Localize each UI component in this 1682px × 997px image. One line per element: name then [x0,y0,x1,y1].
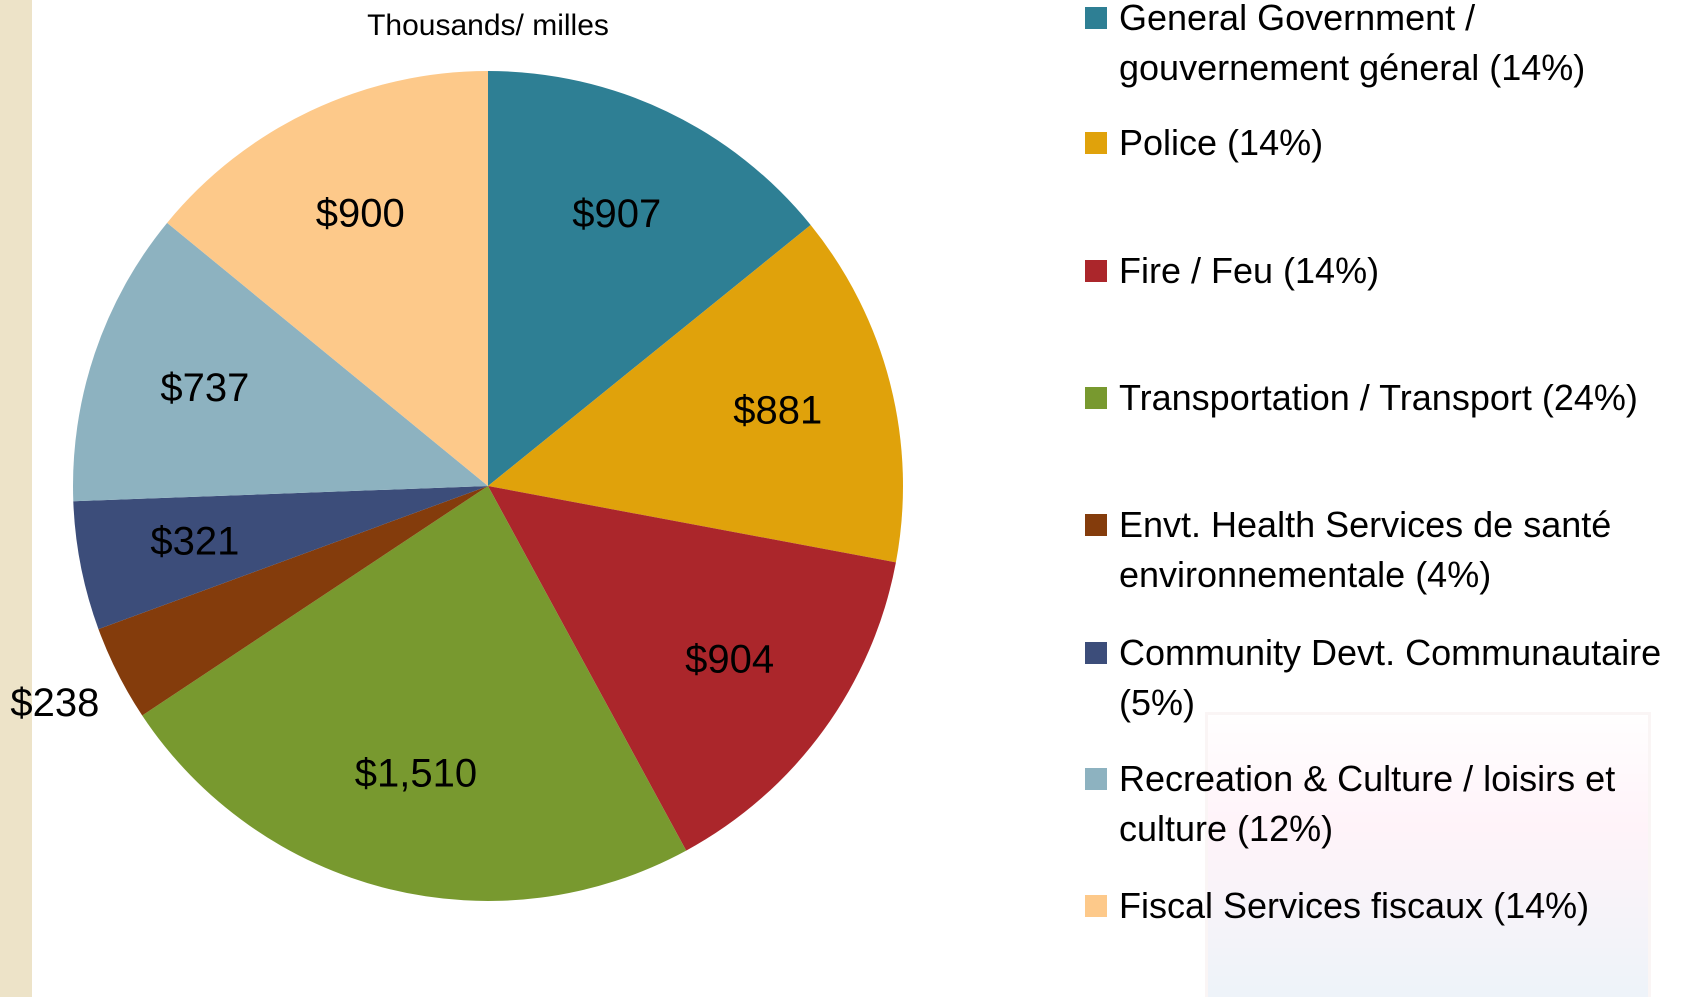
legend-swatch [1085,387,1107,409]
legend-label: Transportation / Transport (24%) [1119,377,1638,418]
legend-label: Police (14%) [1119,122,1324,163]
legend-label: Fire / Feu (14%) [1119,250,1380,291]
pie-slice [73,222,488,502]
legend-item: Transportation / Transport (24%) [1085,373,1675,423]
legend-swatch [1085,132,1107,154]
pie-slice [98,486,489,716]
data-label: $1,510 [355,752,477,796]
legend-item: Fire / Feu (14%) [1085,246,1675,296]
legend-swatch [1085,7,1107,29]
pie-slice [73,486,489,630]
pie-slice [142,486,687,901]
legend-item: Envt. Health Services de santé environne… [1085,500,1675,600]
legend-label: Envt. Health Services de santé environne… [1119,504,1612,595]
legend-swatch [1085,642,1107,664]
data-label: $238 [10,681,99,725]
pie-slice [488,71,811,486]
chart-title: Thousands/ milles [367,9,609,42]
legend-label: Recreation & Culture / loisirs et cultur… [1119,758,1616,849]
legend-label: General Government / gouvernement génera… [1119,0,1586,88]
legend-item: Fiscal Services fiscaux (14%) [1085,881,1675,931]
legend-item: Recreation & Culture / loisirs et cultur… [1085,754,1675,854]
pie-slice [488,486,896,851]
legend-label: Community Devt. Communautaire (5%) [1119,632,1662,723]
legend-item: Police (14%) [1085,118,1675,168]
data-label: $907 [572,192,661,236]
pie-slice [167,71,488,486]
background-strip [0,0,32,997]
data-label: $321 [150,519,239,563]
legend-swatch [1085,768,1107,790]
data-label: $881 [733,388,822,432]
legend-swatch [1085,514,1107,536]
data-label: $737 [160,366,249,410]
legend-swatch [1085,260,1107,282]
logo-watermark [1205,712,1651,997]
data-label: $904 [685,637,774,681]
legend-item: General Government / gouvernement génera… [1085,0,1675,93]
legend-item: Community Devt. Communautaire (5%) [1085,628,1675,728]
legend-swatch [1085,895,1107,917]
data-label: $900 [316,191,405,235]
legend-label: Fiscal Services fiscaux (14%) [1119,885,1590,926]
pie-slice [488,225,904,563]
